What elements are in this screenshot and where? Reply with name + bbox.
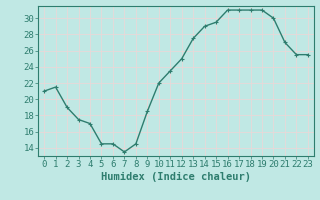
X-axis label: Humidex (Indice chaleur): Humidex (Indice chaleur) [101,172,251,182]
